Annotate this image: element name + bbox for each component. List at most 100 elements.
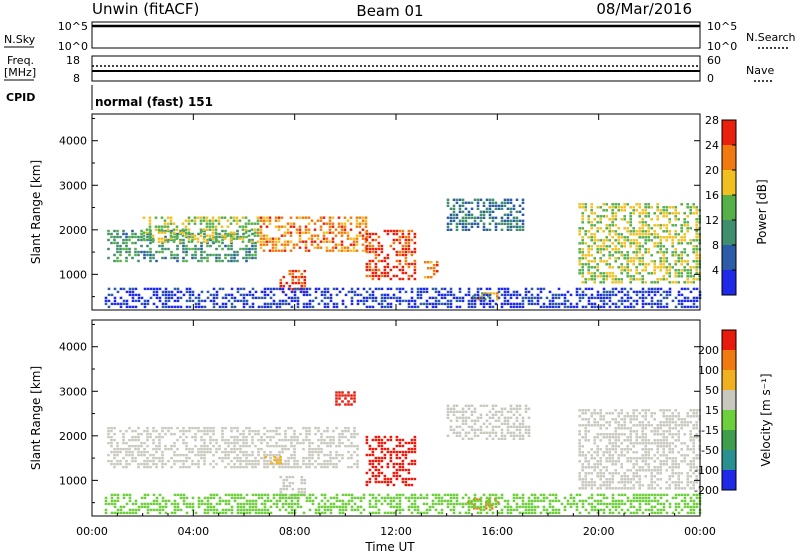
power-cell <box>355 219 359 222</box>
velocity-cell <box>608 454 611 457</box>
velocity-cell <box>665 499 669 503</box>
power-cell <box>671 224 674 227</box>
power-cell <box>229 216 233 219</box>
power-cell <box>248 293 252 297</box>
power-cell <box>425 290 429 294</box>
velocity-cell <box>656 439 659 442</box>
power-cell <box>665 224 668 227</box>
power-cell <box>224 302 228 306</box>
velocity-cell <box>371 496 375 500</box>
velocity-cell <box>209 447 212 451</box>
velocity-cell <box>119 447 122 451</box>
power-cell <box>160 231 164 234</box>
velocity-cell <box>185 505 189 509</box>
velocity-cell <box>518 511 522 515</box>
power-cell <box>659 287 663 291</box>
velocity-cell <box>650 487 653 490</box>
power-cell <box>581 251 584 254</box>
velocity-cell <box>644 463 647 466</box>
velocity-cell <box>326 441 329 445</box>
power-cell <box>518 305 522 309</box>
velocity-cell <box>185 459 188 463</box>
velocity-cell <box>143 453 146 457</box>
velocity-cell <box>641 460 644 463</box>
power-cell <box>665 209 668 212</box>
power-cell <box>151 237 155 240</box>
velocity-cell <box>218 447 221 451</box>
power-cell <box>250 240 254 243</box>
power-cell <box>407 299 411 303</box>
power-cell <box>392 265 396 269</box>
velocity-cell <box>203 462 206 466</box>
power-cell <box>404 259 408 263</box>
power-cell <box>623 305 627 309</box>
velocity-cell <box>383 496 387 500</box>
velocity-cell <box>113 432 116 436</box>
velocity-cell <box>377 435 381 439</box>
velocity-cell <box>347 429 350 433</box>
velocity-cell <box>692 445 695 448</box>
power-cell <box>689 290 693 294</box>
velocity-cell <box>488 502 492 506</box>
power-cell <box>484 292 487 295</box>
power-colorbar-tick-label: 20 <box>705 164 719 177</box>
power-cell <box>365 305 369 309</box>
velocity-cell <box>413 496 417 500</box>
velocity-cell <box>218 456 221 460</box>
velocity-cell <box>233 447 236 451</box>
velocity-cell <box>647 502 651 506</box>
velocity-cell <box>122 505 126 509</box>
power-cell <box>599 296 603 300</box>
velocity-cell <box>344 505 348 509</box>
velocity-cell <box>602 433 605 436</box>
power-cell <box>641 227 644 230</box>
velocity-cell <box>194 426 197 430</box>
velocity-cell <box>656 451 659 454</box>
power-cell <box>638 212 641 215</box>
power-cell <box>274 219 278 222</box>
power-cell <box>197 302 201 306</box>
power-cell <box>203 256 206 260</box>
power-cell <box>671 266 674 269</box>
power-cell <box>269 305 273 309</box>
velocity-cell <box>293 502 297 506</box>
power-cell <box>128 293 132 297</box>
velocity-cell <box>527 431 531 434</box>
power-cell <box>125 290 129 294</box>
velocity-cell <box>599 439 602 442</box>
power-cell <box>254 256 257 260</box>
velocity-cell <box>494 499 498 503</box>
power-cell <box>635 230 638 233</box>
velocity-cell <box>245 465 248 469</box>
velocity-cell <box>515 428 519 431</box>
power-cell <box>674 272 677 275</box>
power-cell <box>611 209 614 212</box>
velocity-cell <box>291 481 295 485</box>
velocity-cell <box>478 498 482 501</box>
velocity-cell <box>488 508 492 512</box>
power-cell <box>608 251 611 254</box>
power-cell <box>157 240 161 243</box>
velocity-cell <box>224 426 227 430</box>
velocity-cell <box>461 428 465 431</box>
velocity-cell <box>689 439 692 442</box>
power-cell <box>152 290 156 294</box>
power-cell <box>235 222 239 225</box>
velocity-cell <box>119 450 122 454</box>
power-cell <box>182 229 185 233</box>
velocity-cell <box>206 432 209 436</box>
velocity-cell <box>338 403 341 406</box>
power-cell <box>578 257 581 260</box>
velocity-cell <box>326 435 329 439</box>
power-cell <box>611 230 614 233</box>
power-cell <box>293 287 297 291</box>
power-cell <box>497 207 501 210</box>
power-cell <box>449 219 453 222</box>
velocity-cell <box>290 453 293 457</box>
velocity-cell <box>629 502 633 506</box>
velocity-cell <box>272 453 275 457</box>
velocity-cell <box>674 427 677 430</box>
power-cell <box>689 272 692 275</box>
velocity-cell <box>365 471 369 475</box>
